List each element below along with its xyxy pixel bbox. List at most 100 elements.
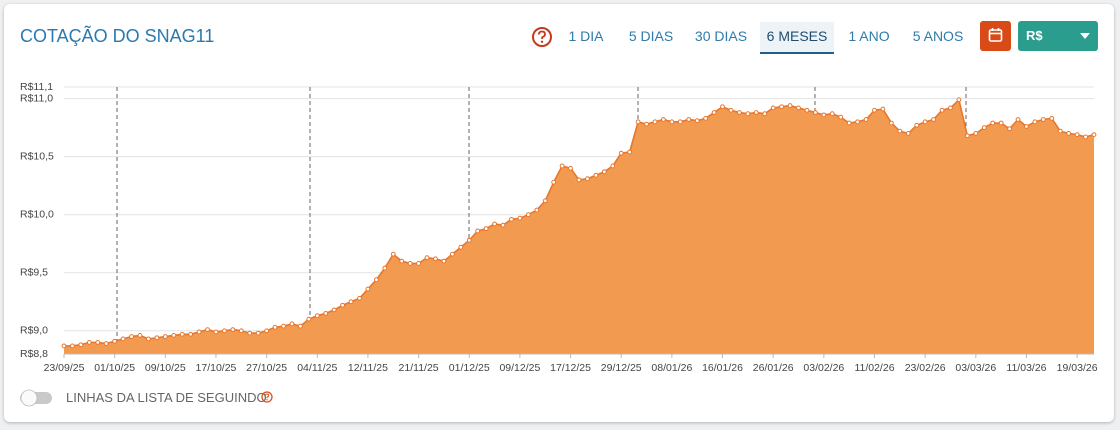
price-point	[1015, 117, 1021, 122]
price-point	[154, 335, 160, 341]
price-point	[441, 258, 447, 264]
caret	[1080, 33, 1090, 39]
period-button[interactable]: 1 DIA	[568, 28, 604, 44]
price-point	[492, 221, 497, 227]
x-tick-label: 16/01/26	[702, 362, 743, 374]
price-point	[517, 215, 523, 221]
x-tick-label: 12/11/25	[348, 362, 388, 374]
price-point	[939, 107, 945, 113]
y-tick-label: R$8,8	[20, 348, 48, 360]
period-button[interactable]: 5 ANOS	[912, 28, 964, 44]
x-tick-label: 23/09/25	[44, 362, 85, 374]
price-point	[399, 258, 405, 264]
price-point	[458, 244, 464, 250]
price-point	[306, 316, 312, 322]
x-tick-label: 01/12/25	[449, 362, 490, 374]
title: COTAÇÃO DO SNAG11	[20, 26, 215, 46]
price-point	[914, 122, 920, 128]
price-point	[120, 336, 126, 342]
price-point	[863, 117, 869, 122]
price-point	[70, 343, 75, 349]
price-point	[618, 150, 624, 156]
price-point	[171, 333, 177, 338]
price-point	[880, 106, 886, 112]
price-point	[424, 255, 430, 261]
price-point	[449, 251, 455, 257]
price-point	[255, 330, 261, 336]
x-tick-label: 04/11/25	[297, 362, 337, 374]
price-point	[129, 334, 134, 339]
price-point	[585, 176, 590, 182]
price-point	[213, 329, 219, 335]
help-icon-small[interactable]	[261, 391, 273, 403]
price-point	[931, 117, 936, 122]
price-point	[872, 107, 877, 113]
price-point	[238, 328, 244, 334]
price-point	[95, 339, 101, 345]
price-point	[475, 228, 481, 234]
period-button[interactable]: 30 DIAS	[694, 28, 748, 44]
calendar-button[interactable]	[980, 21, 1011, 51]
price-point	[846, 120, 852, 126]
price-point	[669, 119, 675, 125]
price-point	[137, 333, 143, 338]
price-point	[812, 110, 818, 115]
price-point	[694, 118, 700, 124]
price-point	[720, 104, 725, 110]
x-tick-label: 01/10/25	[94, 362, 135, 374]
price-point	[340, 302, 346, 308]
price-point	[1040, 117, 1046, 122]
x-tick-label: 29/12/25	[601, 362, 642, 374]
price-point	[981, 125, 987, 131]
price-point	[1057, 128, 1063, 134]
price-point	[289, 321, 295, 327]
period-button[interactable]: 5 DIAS	[628, 28, 674, 44]
price-point	[348, 299, 354, 305]
price-point	[703, 115, 709, 121]
period-button[interactable]: 1 ANO	[848, 28, 890, 44]
price-point	[956, 97, 962, 103]
period-button[interactable]: 6 MESES	[760, 22, 834, 54]
price-point	[272, 324, 278, 330]
chart-card: R$8,8 R$9,0 R$9,5 R$10,0 R$10,5 R$11,0 R$11,1 2…	[4, 4, 1114, 422]
x-tick-label: 19/03/26	[1057, 362, 1098, 374]
price-point	[568, 165, 573, 171]
help-glyph	[537, 30, 546, 40]
price-point	[745, 111, 751, 117]
price-point	[416, 261, 421, 266]
price-point	[281, 323, 286, 329]
price-point	[627, 149, 633, 155]
currency-value: R$	[1026, 28, 1043, 43]
help-glyph	[264, 393, 270, 399]
price-point	[365, 286, 371, 292]
price-point	[1091, 132, 1097, 137]
price-point	[483, 226, 489, 232]
price-point	[314, 313, 320, 319]
price-point	[500, 222, 506, 228]
help-circle	[261, 391, 273, 403]
x-tick-label: 03/02/26	[803, 362, 844, 374]
price-point	[86, 339, 92, 345]
price-point	[686, 117, 692, 122]
price-point	[796, 105, 801, 111]
price-point	[779, 104, 785, 110]
price-point	[331, 307, 337, 313]
x-tick-label: 17/10/25	[196, 362, 237, 374]
x-tick-label: 08/01/26	[651, 362, 692, 374]
price-point	[829, 111, 835, 117]
price-point	[593, 172, 599, 178]
price-point	[525, 212, 531, 218]
price-point	[1024, 124, 1029, 129]
y-tick-label: R$10,5	[20, 150, 54, 162]
help-icon[interactable]	[531, 26, 553, 48]
help-circle	[532, 27, 552, 47]
price-point	[1066, 131, 1072, 136]
price-point	[230, 327, 236, 333]
x-tick-label: 21/11/25	[399, 362, 439, 374]
price-point	[205, 327, 210, 333]
toggle[interactable]	[18, 388, 58, 408]
price-point	[162, 334, 168, 339]
price-point	[551, 179, 557, 185]
help-dot	[266, 399, 268, 401]
currency-dropdown[interactable]: R$	[1018, 21, 1098, 51]
